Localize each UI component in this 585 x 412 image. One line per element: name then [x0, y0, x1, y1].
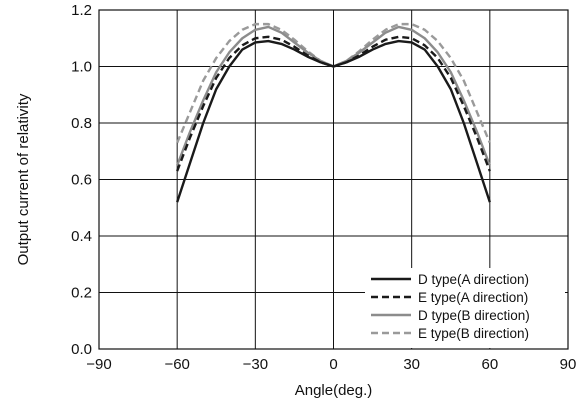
- legend-label-4: E type(B direction): [418, 326, 529, 341]
- legend-label-1: D type(A direction): [418, 272, 529, 287]
- legend-box: [365, 268, 565, 348]
- y-tick-label: 0.4: [71, 228, 92, 245]
- x-tick-label: 30: [403, 356, 420, 373]
- y-tick-label: 0.2: [71, 285, 92, 302]
- y-tick-label: 1.2: [71, 2, 92, 19]
- y-tick-label: 0.8: [71, 115, 92, 132]
- series-line-1: [176, 39, 491, 203]
- x-tick-label: 60: [481, 356, 498, 373]
- plot-frame: [98, 9, 569, 350]
- legend: D type(A direction) E type(A direction) D …: [365, 268, 565, 348]
- x-tick-label: −60: [164, 356, 189, 373]
- y-tick-label: 0.0: [71, 341, 92, 358]
- x-tick-label: −90: [86, 356, 111, 373]
- x-axis-title: Angle(deg.): [295, 382, 373, 399]
- x-tick-label: 0: [329, 356, 337, 373]
- y-tick-labels: 0.0 0.2 0.4 0.6 0.8 1.0 1.2: [71, 2, 92, 358]
- y-axis-title: Output current of relativity: [15, 93, 32, 265]
- y-tick-label: 0.6: [71, 172, 92, 189]
- x-tick-label: −30: [243, 356, 268, 373]
- x-tick-label: 90: [560, 356, 577, 373]
- legend-label-3: D type(B direction): [418, 308, 530, 323]
- legend-label-2: E type(A direction): [418, 290, 528, 305]
- y-tick-label: 1.0: [71, 59, 92, 76]
- x-tick-labels: −90 −60 −30 0 30 60 90: [86, 356, 576, 373]
- series-layer: [176, 22, 491, 203]
